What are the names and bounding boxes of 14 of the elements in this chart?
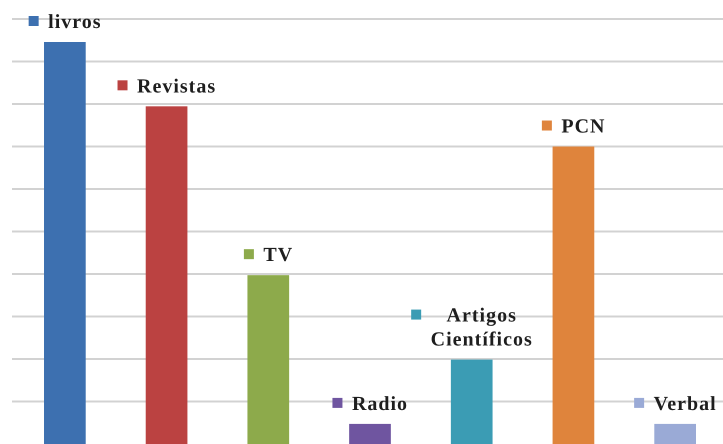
bar: [146, 106, 188, 444]
bar: [654, 424, 696, 444]
x-tick-label: TV: [263, 244, 294, 266]
x-tick-label: Verbal: [654, 392, 717, 415]
bar: [349, 424, 391, 444]
bar: [552, 146, 594, 444]
x-tick-label: PCN: [561, 116, 606, 138]
bar: [450, 360, 493, 444]
x-tick-label: livros: [48, 11, 102, 33]
x-tick-label: Artigos Científicos: [430, 304, 533, 351]
x-tick-label: Revistas: [137, 75, 216, 98]
x-tick-label: Radio: [352, 392, 408, 415]
bar: [247, 275, 290, 444]
bar: [44, 42, 86, 444]
